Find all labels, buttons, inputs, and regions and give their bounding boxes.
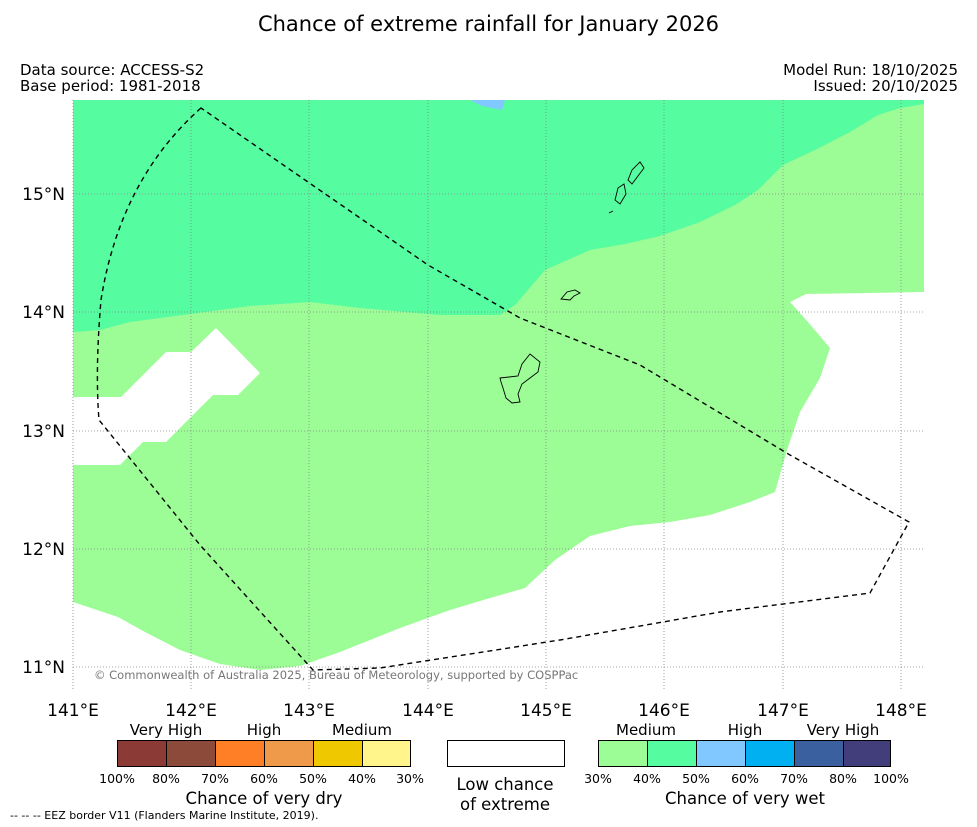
lat-label: 15°N <box>22 185 65 205</box>
dry-tick: 50% <box>299 771 327 786</box>
wet-swatch <box>843 740 891 767</box>
wet-tick: 30% <box>584 771 612 786</box>
dry-swatch <box>264 740 314 767</box>
lat-label: 12°N <box>22 540 65 560</box>
map-title: Chance of extreme rainfall for January 2… <box>257 12 720 36</box>
wet-tick: 40% <box>633 771 661 786</box>
issued-label: Issued: 20/10/2025 <box>813 77 958 95</box>
island-outlines <box>499 161 645 404</box>
lat-label: 11°N <box>22 658 65 678</box>
base-period-label: Base period: 1981-2018 <box>20 77 201 95</box>
lon-label: 146°E <box>638 701 690 721</box>
wet-swatch <box>745 740 795 767</box>
dry-swatch <box>117 740 167 767</box>
lat-label: 13°N <box>22 422 65 442</box>
dry-tick: 70% <box>201 771 229 786</box>
lon-label: 145°E <box>520 701 572 721</box>
wet-swatch <box>598 740 648 767</box>
dry-tick: 30% <box>396 771 424 786</box>
wet-category: High <box>727 721 763 739</box>
wet-category: Medium <box>616 721 676 739</box>
wet-medium-upper-region <box>73 100 924 332</box>
dry-category: High <box>246 721 282 739</box>
low-chance-title-line1: Low chance <box>456 775 554 794</box>
rota-island <box>560 289 581 301</box>
dry-tick: 40% <box>348 771 376 786</box>
dry-category: Medium <box>332 721 392 739</box>
copyright-note: © Commonwealth of Australia 2025, Bureau… <box>94 668 578 682</box>
lon-label: 148°E <box>875 701 927 721</box>
dry-swatch <box>215 740 265 767</box>
model-run-label: Model Run: 18/10/2025 <box>783 61 958 79</box>
wet-tick: 80% <box>829 771 857 786</box>
wet-tick: 50% <box>682 771 710 786</box>
low-chance-title-line2: of extreme <box>459 795 551 814</box>
lon-label: 143°E <box>283 701 335 721</box>
eez-border <box>96 107 910 671</box>
lon-label: 147°E <box>757 701 809 721</box>
high-wet-patch <box>470 100 505 110</box>
wet-category: Very High <box>806 721 880 739</box>
lon-label: 141°E <box>47 701 99 721</box>
wet-tick: 100% <box>873 771 909 786</box>
dry-swatch <box>362 740 411 767</box>
dry-swatch <box>313 740 363 767</box>
wet-tick: 60% <box>731 771 759 786</box>
wet-swatch <box>794 740 844 767</box>
dry-tick: 100% <box>99 771 135 786</box>
saipan-island <box>627 161 645 185</box>
axis-labels: 141°E 142°E 143°E 144°E 145°E 146°E 147°… <box>22 185 927 721</box>
dry-category: Very High <box>129 721 203 739</box>
wet-swatch <box>647 740 697 767</box>
tinian-island <box>614 183 627 205</box>
dry-tick: 80% <box>152 771 180 786</box>
lon-label: 142°E <box>165 701 217 721</box>
dry-swatch <box>166 740 216 767</box>
dry-tick: 60% <box>250 771 278 786</box>
wet-tick: 70% <box>780 771 808 786</box>
wet-legend-title: Chance of very wet <box>665 789 825 808</box>
low-chance-pocket <box>73 328 260 465</box>
eez-border-note: -- -- -- EEZ border V11 (Flanders Marine… <box>10 809 319 822</box>
graticule <box>72 100 924 690</box>
lat-label: 14°N <box>22 303 65 323</box>
data-source-label: Data source: ACCESS-S2 <box>20 61 205 79</box>
guam-island <box>499 353 541 404</box>
dry-legend-title: Chance of very dry <box>185 789 343 808</box>
low-chance-swatch <box>447 740 565 767</box>
lon-label: 144°E <box>402 701 454 721</box>
wet-swatch <box>696 740 746 767</box>
